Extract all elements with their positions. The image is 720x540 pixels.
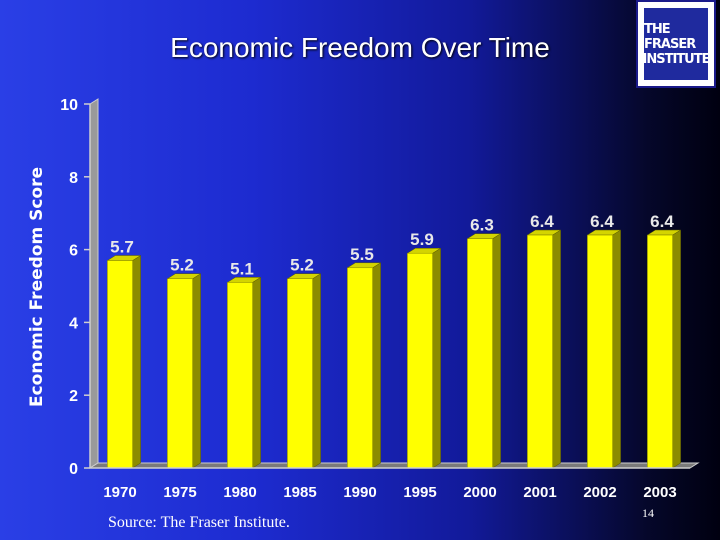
y-tick-label: 4: [69, 315, 78, 332]
x-tick-label: 2000: [463, 484, 496, 501]
bar-side: [672, 229, 681, 469]
bar-group: 6.4: [646, 212, 682, 469]
y-axis: 0 2 4 6 8 10: [60, 97, 91, 478]
bar: [587, 234, 613, 469]
bar-side: [552, 229, 561, 469]
fraser-institute-logo: THE FRASER INSTITUTE: [636, 0, 716, 88]
y-tick-label: 8: [69, 170, 78, 187]
bar-value-label: 5.1: [230, 259, 254, 278]
logo-text-line1: THE FRASER: [644, 21, 696, 52]
x-tick-label: 2003: [643, 484, 676, 501]
slide-title: Economic Freedom Over Time: [170, 32, 550, 63]
y-tick-label: 0: [69, 461, 78, 478]
y-tick-label: 10: [60, 97, 78, 114]
bar-side: [252, 276, 261, 469]
logo-text-line2: INSTITUTE: [642, 51, 711, 67]
bar: [347, 267, 373, 469]
bar-value-label: 6.4: [530, 212, 554, 231]
x-tick-label: 1985: [283, 484, 316, 501]
bar: [227, 282, 253, 469]
bar-value-label: 5.2: [290, 256, 314, 275]
bar-side: [432, 247, 441, 469]
bar: [647, 234, 673, 469]
bar-group: 6.3: [466, 216, 502, 469]
bar: [107, 260, 133, 469]
x-tick-label: 1995: [403, 484, 436, 501]
bar-group: 5.7: [106, 238, 142, 469]
bar-group: 6.4: [586, 212, 622, 469]
bar-value-label: 5.5: [350, 245, 374, 264]
bar-value-label: 6.4: [590, 212, 614, 231]
bar-group: 5.2: [286, 256, 322, 469]
bar: [407, 252, 433, 469]
bar-value-label: 6.3: [470, 216, 494, 235]
bar-side: [612, 229, 621, 469]
bar-side: [192, 273, 201, 469]
bar-value-label: 5.7: [110, 238, 134, 257]
bar-group: 6.4: [526, 212, 562, 469]
bar-value-label: 5.9: [410, 230, 434, 249]
x-tick-label: 1970: [103, 484, 136, 501]
bar: [287, 278, 313, 469]
bar-group: 5.1: [226, 259, 262, 469]
bar-group: 5.9: [406, 230, 442, 469]
logo-mark: THE FRASER INSTITUTE: [642, 8, 711, 80]
y-tick-label: 2: [69, 388, 78, 405]
x-tick-label: 2002: [583, 484, 616, 501]
bar: [527, 234, 553, 469]
bar-group: 5.2: [166, 256, 202, 469]
x-tick-label: 1975: [163, 484, 196, 501]
bar-side: [132, 255, 141, 469]
bar-value-label: 6.4: [650, 212, 674, 231]
bar-group: 5.5: [346, 245, 382, 469]
x-axis: 1970 1975 1980 1985 1990 1995 2000 2001 2002 2003: [90, 467, 690, 501]
bar: [467, 238, 493, 469]
x-tick-label: 1980: [223, 484, 256, 501]
chart-side-wall: [89, 98, 99, 469]
bar-side: [312, 273, 321, 469]
page-number: 14: [642, 506, 654, 520]
y-tick-label: 6: [69, 243, 78, 260]
x-tick-label: 2001: [523, 484, 556, 501]
bar-value-label: 5.2: [170, 256, 194, 275]
x-tick-label: 1990: [343, 484, 376, 501]
bar-series: 5.7 5.2 5.1 5.2 5.5 5.9 6.3 6.4 6.4 6.4: [106, 212, 682, 469]
bar-side: [492, 233, 501, 469]
y-axis-label: Economic Freedom Score: [27, 167, 47, 407]
bar-side: [372, 262, 381, 469]
source-note: Source: The Fraser Institute.: [108, 514, 290, 531]
bar: [167, 278, 193, 469]
